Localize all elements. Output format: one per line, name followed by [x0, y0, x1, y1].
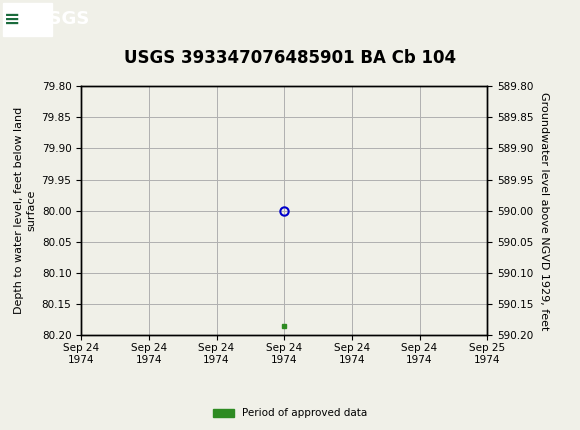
Y-axis label: Depth to water level, feet below land
surface: Depth to water level, feet below land su…: [14, 107, 36, 314]
Text: USGS: USGS: [35, 10, 90, 28]
Y-axis label: Groundwater level above NGVD 1929, feet: Groundwater level above NGVD 1929, feet: [539, 92, 549, 330]
Legend: Period of approved data: Period of approved data: [209, 404, 371, 423]
Text: ≡: ≡: [4, 10, 20, 29]
Text: USGS 393347076485901 BA Cb 104: USGS 393347076485901 BA Cb 104: [124, 49, 456, 68]
FancyBboxPatch shape: [3, 3, 52, 36]
